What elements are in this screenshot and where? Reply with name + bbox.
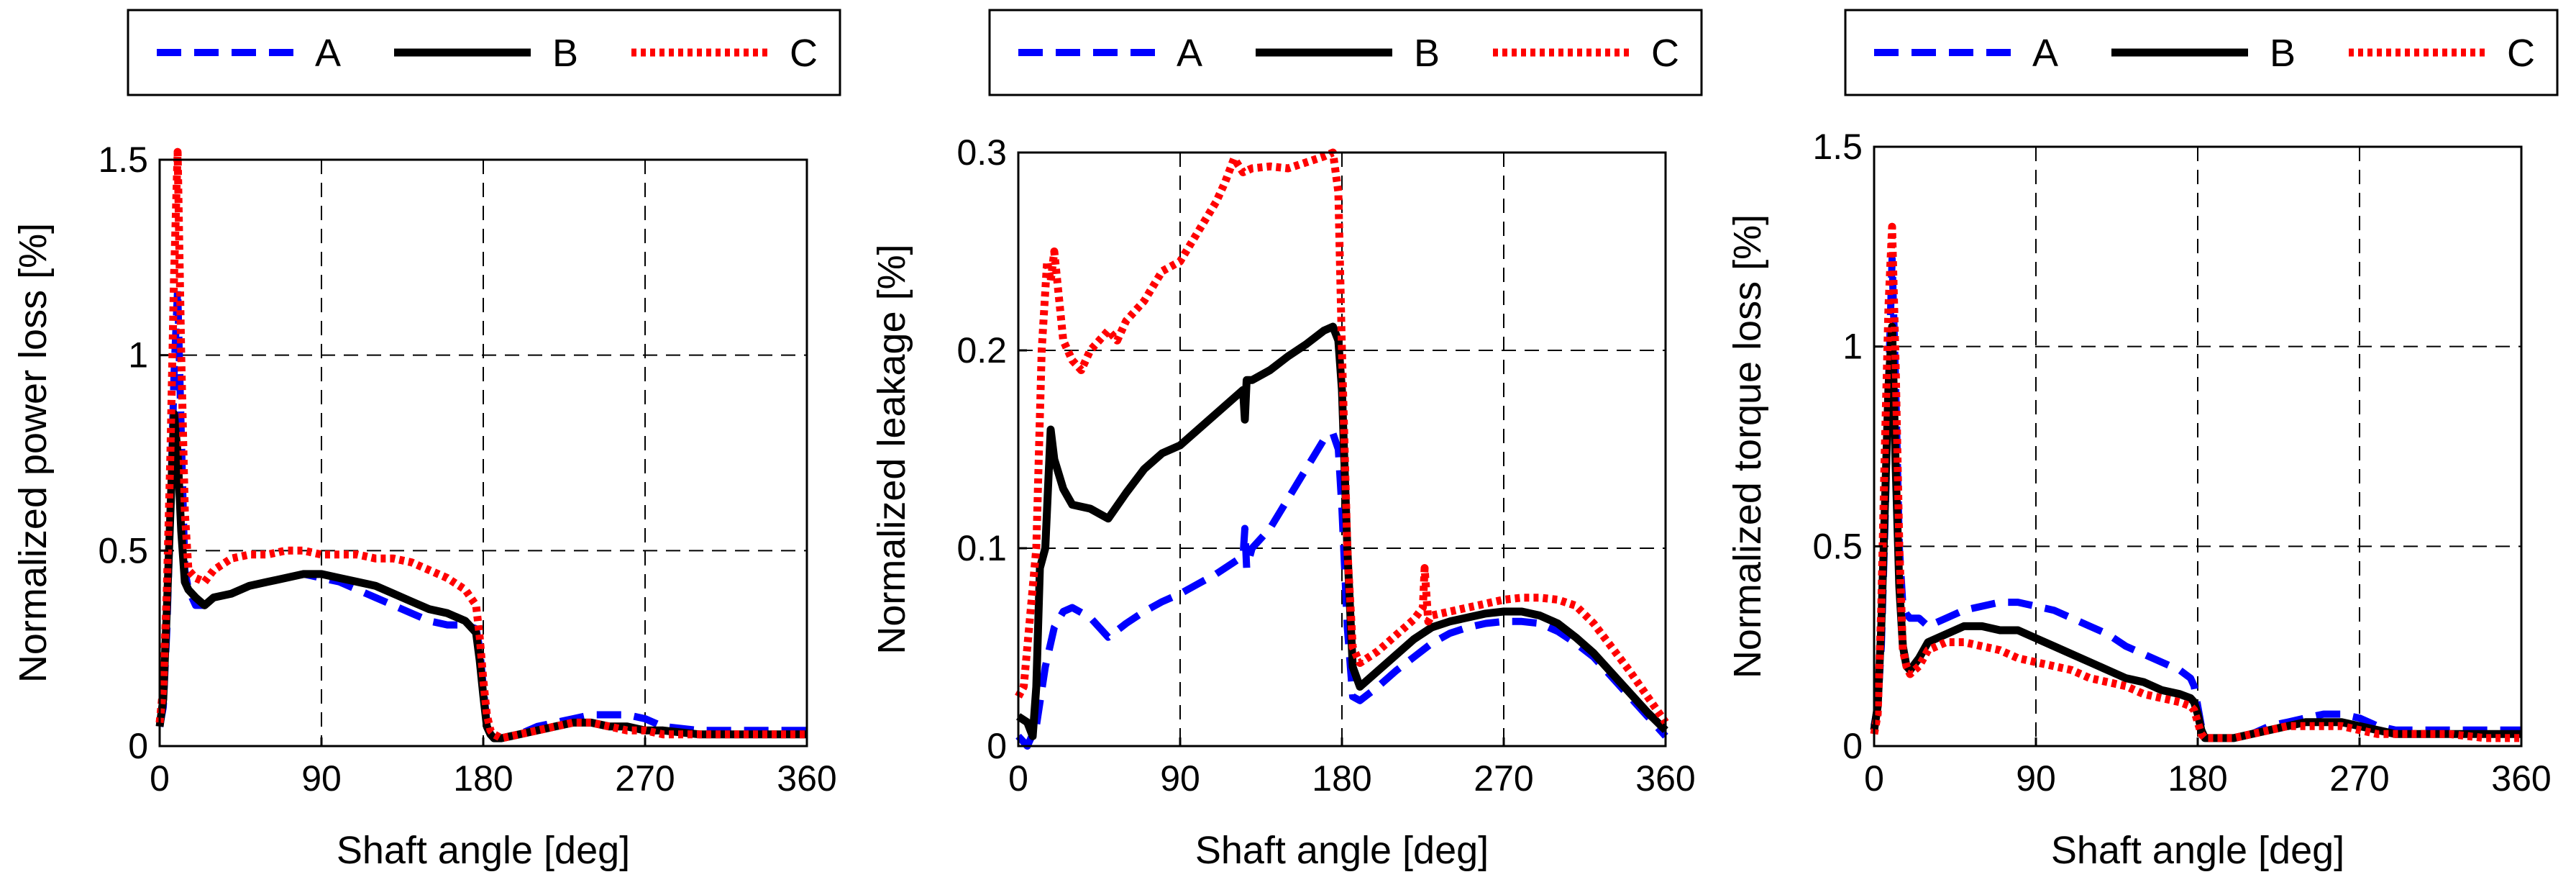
x-tick-label: 0 xyxy=(1864,758,1884,799)
x-tick-label: 180 xyxy=(2168,758,2227,799)
series-line-c xyxy=(155,147,807,742)
series-line-a xyxy=(1015,430,1668,750)
x-axis-label: Shaft angle [deg] xyxy=(1195,829,1489,872)
legend-label-b: B xyxy=(1414,32,1440,75)
x-tick-label: 0 xyxy=(1008,758,1028,799)
x-tick-label: 180 xyxy=(453,758,513,799)
y-tick-label: 0 xyxy=(987,726,1007,766)
y-tick-label: 0.5 xyxy=(1812,526,1863,566)
x-axis-label: Shaft angle [deg] xyxy=(2051,829,2344,872)
y-tick-label: 1 xyxy=(1842,327,1863,367)
legend-label-c: C xyxy=(790,32,818,75)
legend: A B C xyxy=(988,9,1703,96)
y-tick-label: 1.5 xyxy=(1812,127,1863,167)
x-tick-label: 270 xyxy=(1474,758,1533,799)
x-axis-label: Shaft angle [deg] xyxy=(337,829,630,872)
x-tick-label: 360 xyxy=(2491,758,2551,799)
legend-label-b: B xyxy=(552,32,578,75)
y-tick-label: 1 xyxy=(128,335,148,376)
y-axis-label: Normalized power loss [%] xyxy=(12,223,55,683)
legend: A B C xyxy=(127,9,841,96)
legend-label-c: C xyxy=(2507,32,2535,75)
legend: A B C xyxy=(1844,9,2559,96)
leakage-panel: 0 90 180 270 360 0 0.1 0.2 0.3 Shaft angle [deg] N… xyxy=(870,9,1703,872)
x-tick-label: 90 xyxy=(1160,758,1200,799)
x-tick-label: 90 xyxy=(301,758,342,799)
series-line-c xyxy=(1015,148,1669,725)
legend-label-a: A xyxy=(2032,32,2058,75)
y-tick-label: 0.1 xyxy=(956,528,1007,568)
y-tick-label: 0.3 xyxy=(956,132,1007,173)
x-tick-label: 180 xyxy=(1312,758,1371,799)
power-loss-panel: 0 90 180 270 360 0 0.5 1 1.5 Shaft angle [deg] Nor… xyxy=(12,9,841,872)
legend-label-c: C xyxy=(1651,32,1679,75)
y-tick-label: 0.5 xyxy=(98,530,148,571)
series-line-b xyxy=(1015,322,1668,740)
x-tick-label: 270 xyxy=(615,758,675,799)
legend-label-b: B xyxy=(2270,32,2296,75)
series-line-b xyxy=(155,409,807,742)
torque-loss-panel: 0 90 180 270 360 0 0.5 1 1.5 Shaft angle [deg] Nor… xyxy=(1726,9,2559,872)
x-tick-label: 270 xyxy=(2329,758,2389,799)
y-tick-label: 0 xyxy=(128,726,148,766)
legend-label-a: A xyxy=(315,32,341,75)
x-tick-label: 360 xyxy=(1635,758,1695,799)
x-tick-label: 0 xyxy=(150,758,170,799)
y-tick-label: 0 xyxy=(1842,726,1863,766)
legend-label-a: A xyxy=(1177,32,1202,75)
y-axis-label: Normalized torque loss [%] xyxy=(1726,214,1769,678)
y-tick-label: 1.5 xyxy=(98,140,148,180)
x-tick-label: 360 xyxy=(777,758,836,799)
y-tick-label: 0.2 xyxy=(956,330,1007,371)
y-axis-label: Normalized leakage [%] xyxy=(870,244,913,654)
x-tick-label: 90 xyxy=(2016,758,2056,799)
